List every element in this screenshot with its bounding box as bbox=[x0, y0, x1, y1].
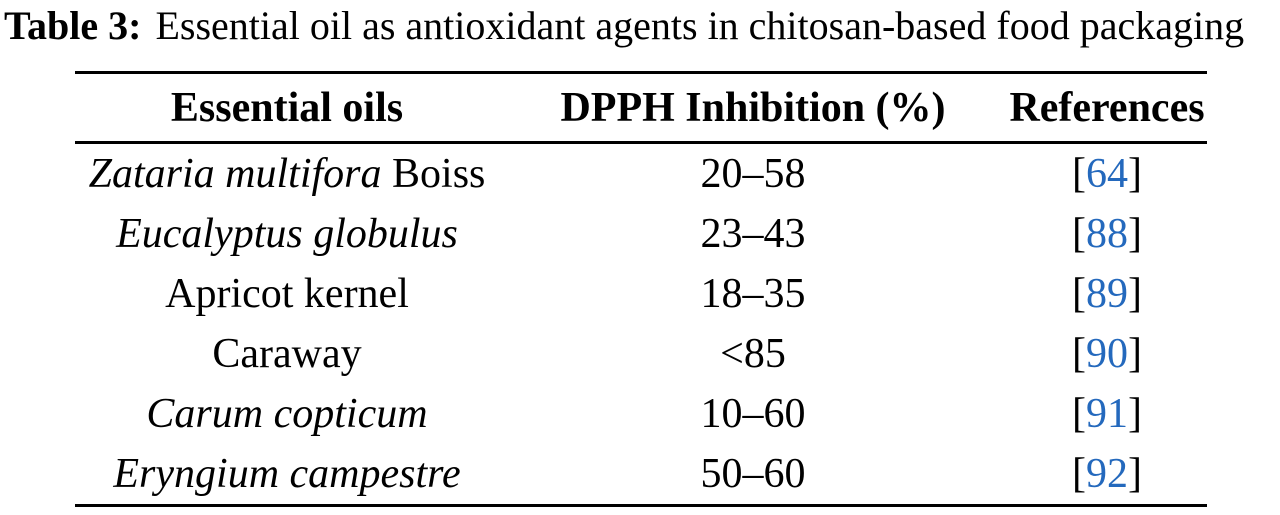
citation-bracket-close: ] bbox=[1128, 391, 1142, 437]
essential-oil-cell: Zataria multifora Boiss bbox=[75, 143, 499, 205]
citation-bracket-close: ] bbox=[1128, 451, 1142, 497]
reference-cell: [91] bbox=[1007, 384, 1207, 444]
citation-link[interactable]: 92 bbox=[1086, 451, 1128, 497]
oil-name-regular: Caraway bbox=[212, 331, 362, 377]
table-row: Apricot kernel 18–35 [89] bbox=[75, 264, 1207, 324]
table-row: Caraway <85 [90] bbox=[75, 324, 1207, 384]
citation-link[interactable]: 90 bbox=[1086, 331, 1128, 377]
citation-bracket-open: [ bbox=[1072, 151, 1086, 197]
essential-oil-cell: Eryngium campestre bbox=[75, 444, 499, 506]
reference-cell: [88] bbox=[1007, 204, 1207, 264]
oil-name-italic: Eucalyptus globulus bbox=[116, 211, 458, 257]
reference-cell: [90] bbox=[1007, 324, 1207, 384]
col-header-essential-oils: Essential oils bbox=[75, 72, 499, 144]
citation-bracket-close: ] bbox=[1128, 151, 1142, 197]
essential-oils-table: Essential oils DPPH Inhibition (%) Refer… bbox=[75, 71, 1207, 507]
citation-link[interactable]: 88 bbox=[1086, 211, 1128, 257]
dpph-value-cell: 10–60 bbox=[700, 391, 806, 437]
dpph-value-cell: 50–60 bbox=[700, 451, 806, 497]
citation-link[interactable]: 91 bbox=[1086, 391, 1128, 437]
oil-name-italic: Zataria multifora bbox=[88, 151, 382, 197]
oil-name-regular: Boiss bbox=[381, 151, 486, 197]
dpph-value-cell: <85 bbox=[720, 331, 786, 377]
citation-bracket-open: [ bbox=[1072, 211, 1086, 257]
reference-cell: [64] bbox=[1007, 143, 1207, 205]
essential-oil-cell: Carum copticum bbox=[75, 384, 499, 444]
citation-bracket-close: ] bbox=[1128, 211, 1142, 257]
dpph-value-cell: 18–35 bbox=[700, 271, 806, 317]
essential-oil-cell: Caraway bbox=[75, 324, 499, 384]
citation-link[interactable]: 89 bbox=[1086, 271, 1128, 317]
table-row: Eryngium campestre 50–60 [92] bbox=[75, 444, 1207, 506]
table-caption-text: Essential oil as antioxidant agents in c… bbox=[155, 3, 1245, 48]
table-row: Carum copticum 10–60 [91] bbox=[75, 384, 1207, 444]
dpph-value-cell: 23–43 bbox=[700, 211, 806, 257]
citation-bracket-open: [ bbox=[1072, 271, 1086, 317]
table-caption: Table 3: Essential oil as antioxidant age… bbox=[4, 2, 1244, 50]
oil-name-italic: Eryngium campestre bbox=[113, 451, 461, 497]
citation-bracket-open: [ bbox=[1072, 451, 1086, 497]
col-header-references: References bbox=[1007, 72, 1207, 144]
reference-cell: [89] bbox=[1007, 264, 1207, 324]
essential-oil-cell: Eucalyptus globulus bbox=[75, 204, 499, 264]
table-body: Zataria multifora Boiss 20–58 [64] Eucal… bbox=[75, 143, 1207, 506]
dpph-value-cell: 20–58 bbox=[700, 151, 806, 197]
table-row: Zataria multifora Boiss 20–58 [64] bbox=[75, 143, 1207, 205]
table-row: Eucalyptus globulus 23–43 [88] bbox=[75, 204, 1207, 264]
col-header-dpph-inhibition: DPPH Inhibition (%) bbox=[499, 72, 1007, 144]
citation-bracket-open: [ bbox=[1072, 391, 1086, 437]
oil-name-italic: Carum copticum bbox=[146, 391, 428, 437]
citation-link[interactable]: 64 bbox=[1086, 151, 1128, 197]
essential-oil-cell: Apricot kernel bbox=[75, 264, 499, 324]
table-caption-label: Table 3: bbox=[4, 3, 142, 48]
citation-bracket-open: [ bbox=[1072, 331, 1086, 377]
reference-cell: [92] bbox=[1007, 444, 1207, 506]
oil-name-regular: Apricot kernel bbox=[165, 271, 409, 317]
table-header-row: Essential oils DPPH Inhibition (%) Refer… bbox=[75, 72, 1207, 144]
citation-bracket-close: ] bbox=[1128, 271, 1142, 317]
citation-bracket-close: ] bbox=[1128, 331, 1142, 377]
